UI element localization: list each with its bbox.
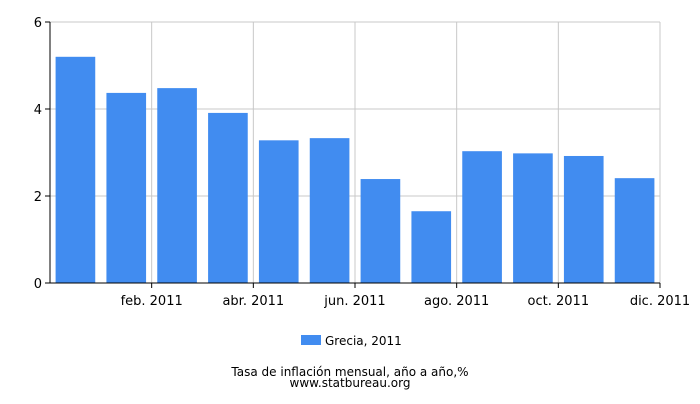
- y-tick-label: 0: [34, 277, 42, 292]
- y-tick-label: 4: [34, 103, 42, 118]
- source-label: www.statbureau.org: [290, 376, 411, 390]
- bar: [157, 88, 197, 284]
- x-axis-ticks: feb. 2011 abr. 2011 jun. 2011 ago. 2011 oct.…: [121, 283, 690, 309]
- bar: [614, 178, 655, 283]
- y-tick-label: 6: [34, 16, 42, 31]
- legend: Grecia, 2011: [301, 334, 402, 348]
- bar: [258, 140, 299, 283]
- y-axis-ticks: 0 2 4 6: [34, 16, 50, 292]
- grid-lines: [50, 21, 661, 283]
- bar: [309, 138, 350, 283]
- x-tick-label: abr. 2011: [222, 294, 284, 309]
- x-tick-label: dic. 2011: [630, 294, 690, 309]
- bar: [55, 56, 96, 283]
- legend-swatch: [301, 335, 321, 345]
- bar: [411, 211, 452, 283]
- chart-title: Tasa de inflación mensual, año a año,%: [230, 365, 468, 379]
- bar: [106, 92, 147, 283]
- bar: [360, 179, 401, 283]
- bar: [513, 153, 553, 283]
- bar: [208, 112, 248, 283]
- x-tick-label: feb. 2011: [121, 294, 183, 309]
- x-tick-label: ago. 2011: [424, 294, 489, 309]
- y-tick-label: 2: [34, 190, 42, 205]
- bars: [55, 56, 655, 284]
- legend-label: Grecia, 2011: [325, 334, 402, 348]
- bar: [563, 155, 604, 283]
- x-tick-label: oct. 2011: [528, 294, 590, 309]
- x-tick-label: jun. 2011: [323, 294, 385, 309]
- bar: [462, 151, 502, 283]
